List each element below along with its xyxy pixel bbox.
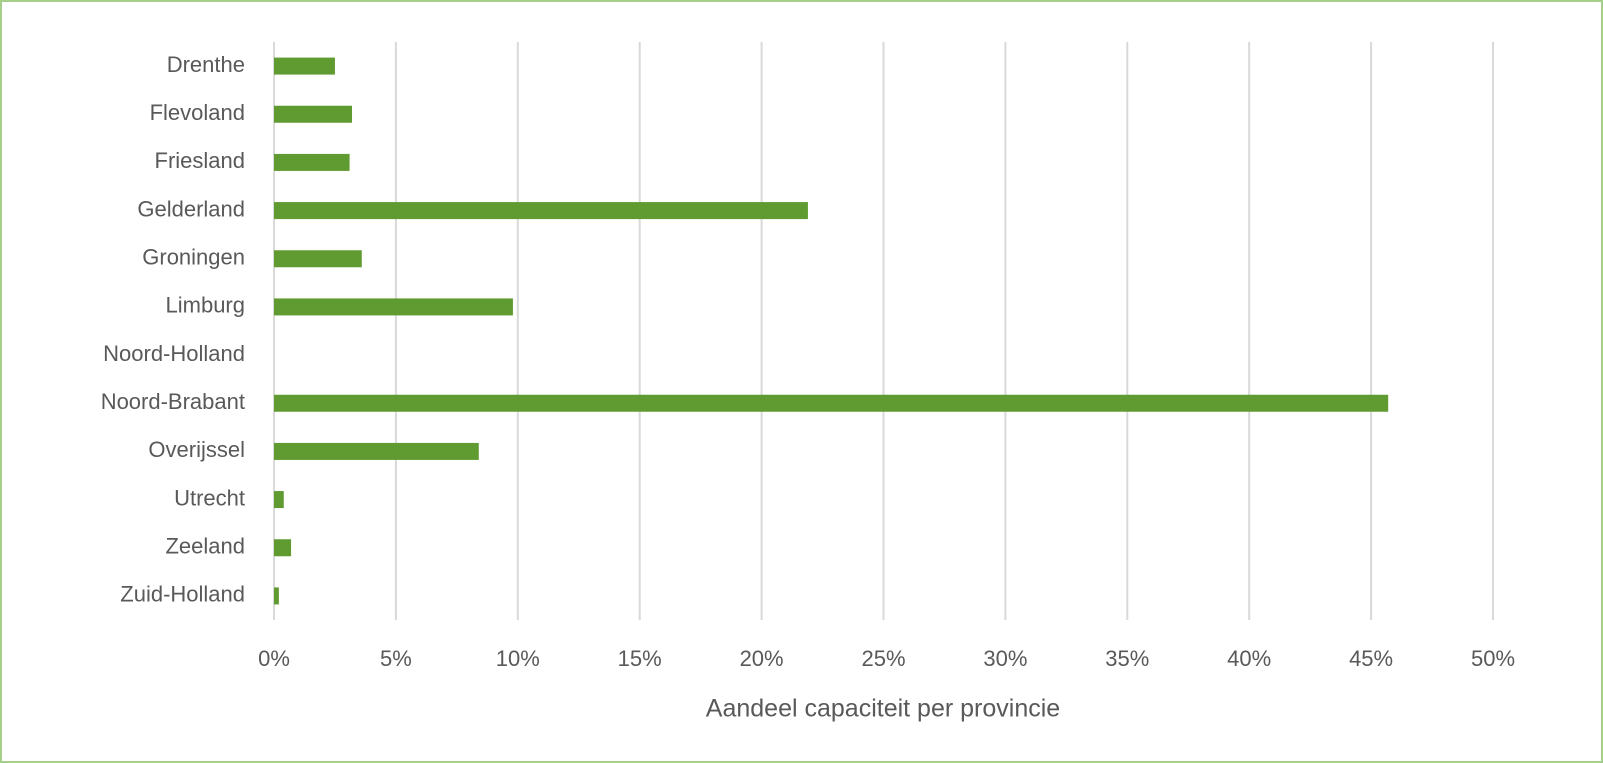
y-tick-label: Utrecht — [174, 485, 245, 510]
y-tick-label: Zeeland — [165, 534, 245, 559]
y-tick-label: Zuid-Holland — [120, 582, 245, 607]
y-tick-label: Drenthe — [167, 52, 245, 77]
bar — [274, 394, 1389, 412]
y-tick-label: Friesland — [155, 148, 245, 173]
x-tick-label: 30% — [983, 646, 1027, 671]
y-tick-label: Limburg — [166, 293, 245, 318]
x-tick-label: 15% — [618, 646, 662, 671]
bar — [274, 491, 284, 509]
x-tick-label: 20% — [740, 646, 784, 671]
bar — [274, 539, 292, 557]
y-tick-label: Groningen — [142, 245, 245, 270]
x-tick-label: 35% — [1105, 646, 1149, 671]
x-tick-label: 5% — [380, 646, 412, 671]
x-tick-label: 25% — [861, 646, 905, 671]
x-tick-label: 45% — [1349, 646, 1393, 671]
bar — [274, 298, 513, 316]
x-tick-label: 10% — [496, 646, 540, 671]
bar — [274, 442, 479, 460]
bar — [274, 202, 808, 220]
bar — [274, 153, 350, 171]
y-tick-label: Gelderland — [137, 196, 245, 221]
bar — [274, 105, 353, 123]
x-tick-label: 40% — [1227, 646, 1271, 671]
y-tick-label: Flevoland — [150, 100, 245, 125]
x-tick-label: 0% — [258, 646, 290, 671]
x-tick-label: 50% — [1471, 646, 1515, 671]
y-tick-label: Noord-Holland — [103, 341, 245, 366]
y-tick-label: Overijssel — [148, 437, 245, 462]
bar — [274, 250, 362, 268]
bar — [274, 57, 335, 75]
x-axis-label: Aandeel capaciteit per provincie — [706, 695, 1060, 723]
y-tick-label: Noord-Brabant — [101, 389, 245, 414]
bar — [274, 587, 279, 605]
